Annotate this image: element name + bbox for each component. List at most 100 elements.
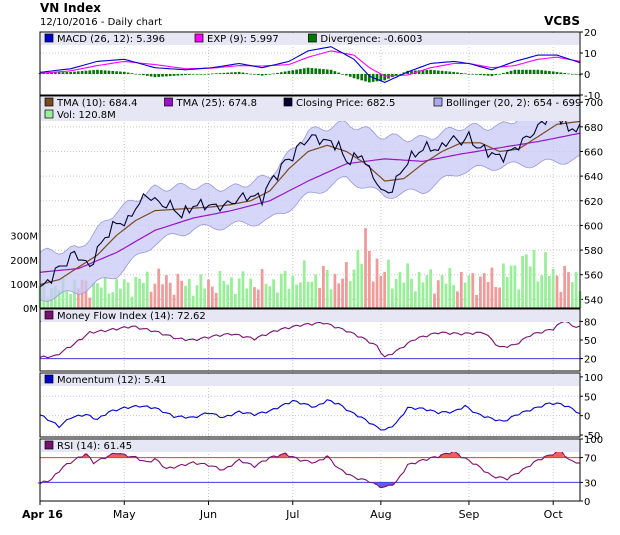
volume-bar-109: [456, 291, 459, 308]
volume-bar-73: [318, 287, 321, 308]
divergence-bar-108: [452, 71, 455, 74]
divergence-bar-123: [509, 70, 513, 74]
divergence-bar-128: [528, 69, 532, 74]
volume-bar-41: [195, 285, 199, 308]
divergence-bar-76: [329, 69, 333, 74]
volume-bar-86: [367, 250, 371, 308]
volume-bar-112: [467, 275, 471, 308]
divergence-bar-17: [103, 70, 107, 74]
volume-bar-74: [322, 265, 325, 308]
price-panel-legend-swatch-2: [283, 97, 293, 107]
divergence-bar-131: [540, 70, 544, 74]
x-axis-label-5: Sep: [459, 508, 480, 521]
money-flow-panel-ytick-label-1: 50: [584, 336, 597, 347]
money-flow-panel-ytick-label-0: 80: [584, 317, 597, 328]
divergence-bar-43: [203, 74, 207, 75]
divergence-bar-93: [394, 74, 398, 76]
divergence-bar-103: [433, 70, 436, 74]
divergence-bar-39: [188, 74, 191, 75]
volume-bar-30: [153, 283, 157, 308]
divergence-bar-19: [111, 71, 115, 74]
volume-bar-26: [138, 278, 141, 308]
volume-axis-label-1: 200M: [10, 256, 38, 267]
divergence-bar-13: [88, 70, 92, 74]
volume-bar-71: [310, 281, 314, 308]
volume-bar-12: [84, 280, 88, 308]
macd-line: [39, 46, 581, 83]
divergence-bar-85: [364, 74, 367, 82]
volume-bar-77: [333, 273, 337, 308]
volume-bar-75: [325, 269, 329, 308]
volume-bar-137: [563, 265, 567, 308]
divergence-bar-52: [237, 71, 241, 74]
chart-title: VN Index: [40, 1, 101, 15]
volume-bar-122: [505, 276, 509, 308]
x-axis-label-4: Aug: [370, 508, 391, 521]
divergence-bar-122: [505, 71, 509, 74]
divergence-bar-64: [283, 71, 287, 74]
rsi-panel-legend-swatch-0: [44, 440, 54, 450]
divergence-bar-82: [352, 74, 356, 79]
chart-subtitle: 12/10/2016 - Daily chart: [40, 17, 162, 28]
divergence-bar-90: [383, 74, 387, 81]
volume-bar-106: [444, 283, 448, 308]
divergence-bar-53: [241, 72, 245, 74]
closing-price-line: [39, 106, 581, 288]
x-axis-label-0: Apr 16: [22, 508, 63, 521]
divergence-bar-56: [253, 74, 256, 75]
x-axis-label-2: Jun: [199, 508, 217, 521]
volume-bar-121: [502, 263, 505, 308]
divergence-bar-14: [92, 70, 95, 74]
volume-bar-5: [57, 289, 61, 308]
divergence-bar-22: [122, 71, 126, 74]
volume-bar-63: [279, 273, 283, 308]
divergence-bar-60: [268, 74, 272, 75]
divergence-bar-135: [555, 71, 559, 74]
divergence-bar-132: [544, 70, 547, 74]
volume-bar-94: [398, 272, 402, 308]
volume-bar-97: [410, 278, 413, 308]
volume-bar-110: [459, 271, 463, 308]
volume-bar-130: [536, 281, 540, 308]
price-panel-ytick-label-7: 560: [584, 271, 603, 282]
volume-bar-23: [126, 282, 130, 308]
volume-bar-34: [168, 282, 172, 308]
divergence-bar-115: [479, 74, 482, 76]
divergence-bar-48: [222, 72, 226, 74]
divergence-bar-10: [76, 71, 80, 74]
price-panel-ytick-label-2: 660: [584, 147, 603, 158]
divergence-bar-81: [348, 74, 352, 77]
volume-bar-100: [421, 282, 425, 308]
volume-bar-124: [513, 265, 517, 308]
volume-bar-85: [364, 228, 367, 308]
bollinger-band: [40, 98, 580, 302]
volume-bar-89: [379, 275, 383, 308]
divergence-bar-124: [513, 69, 517, 74]
volume-bar-81: [348, 281, 352, 308]
price-panel-ytick-label-6: 580: [584, 246, 603, 257]
momentum-panel-legend-background: [41, 374, 579, 386]
divergence-bar-84: [360, 74, 364, 81]
volume-bar-76: [329, 289, 333, 308]
macd-panel-ytick-label-0: 20: [584, 28, 597, 39]
divergence-bar-15: [96, 69, 99, 74]
divergence-bar-63: [279, 72, 283, 74]
divergence-bar-134: [551, 71, 555, 74]
volume-bar-119: [494, 287, 498, 308]
volume-bar-140: [574, 271, 578, 308]
divergence-bar-138: [567, 73, 570, 75]
volume-bar-54: [245, 288, 249, 308]
volume-bar-17: [103, 277, 107, 308]
momentum-line: [39, 399, 581, 431]
price-panel-ytick-label-3: 640: [584, 172, 603, 183]
volume-bar-58: [260, 269, 264, 308]
volume-bar-132: [544, 252, 547, 308]
volume-bar-105: [440, 275, 444, 308]
volume-bar-49: [226, 284, 230, 308]
volume-bar-129: [532, 249, 536, 308]
divergence-bar-89: [379, 74, 383, 81]
macd-panel-ytick-label-1: 10: [584, 49, 597, 60]
divergence-bar-46: [214, 73, 218, 74]
divergence-bar-55: [249, 73, 252, 75]
